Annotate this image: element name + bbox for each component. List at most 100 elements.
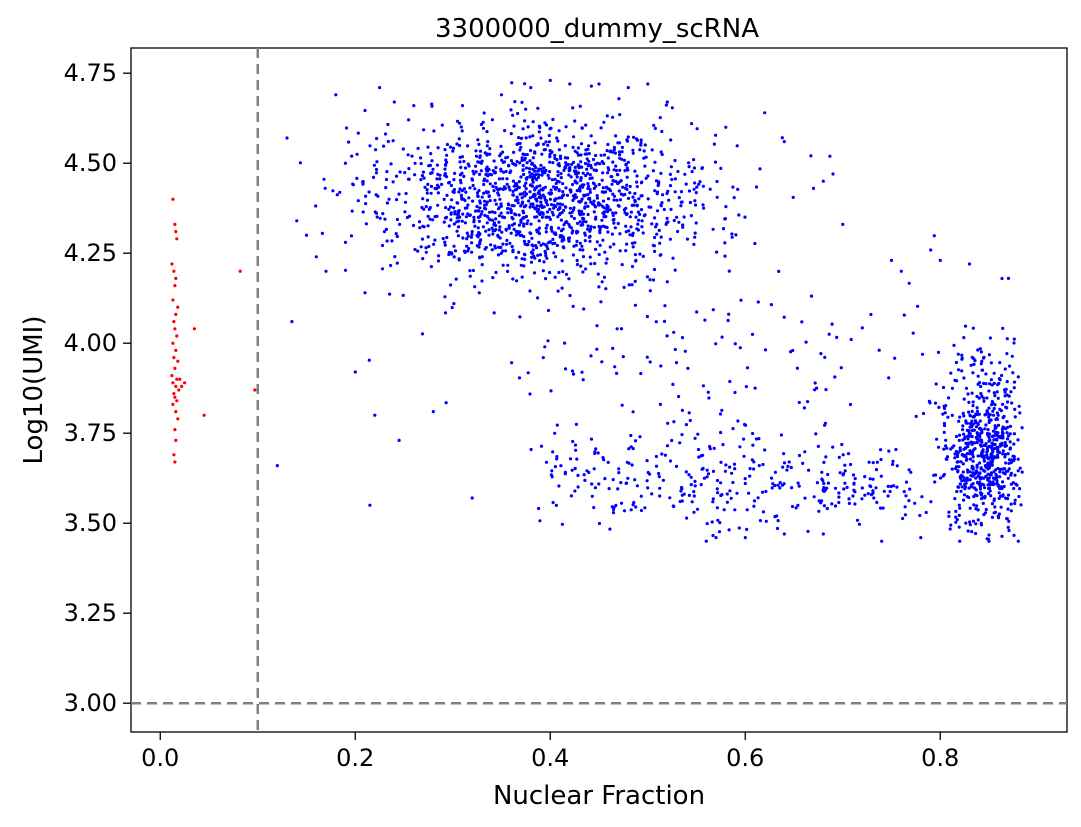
data-point [719,460,723,464]
data-point [536,142,540,146]
data-point [747,491,751,495]
data-point [445,175,449,179]
data-point [596,272,600,276]
data-point [391,139,395,143]
data-point [466,203,470,207]
data-point [541,242,545,246]
data-point [618,249,622,253]
data-point [475,191,480,195]
data-point [686,366,690,370]
data-point [524,192,529,196]
data-point [992,413,996,417]
data-point [963,324,968,328]
data-point [478,149,483,153]
data-point [612,148,616,152]
data-point [985,449,989,453]
data-point [557,129,561,133]
data-point [860,326,864,330]
data-point [407,167,411,171]
data-point [987,420,991,425]
data-point [571,253,576,257]
data-point [815,481,820,485]
data-point [524,214,529,219]
data-point [756,496,760,500]
data-point [603,210,607,214]
data-point [984,423,988,427]
data-point [570,369,575,373]
data-point [526,219,530,223]
data-point [970,391,974,395]
data-point [478,199,482,203]
data-point [566,156,570,160]
data-point [797,400,801,405]
data-point [545,210,550,214]
data-point [517,180,521,184]
data-point [589,437,594,441]
data-point [803,496,807,500]
data-point [963,435,967,439]
data-point [558,154,563,158]
data-point [968,523,972,527]
data-point [391,180,395,184]
data-point [476,160,480,164]
data-point [611,115,615,119]
data-point [488,147,492,151]
data-point [597,82,601,86]
data-point [515,160,519,164]
data-point [973,359,977,363]
data-point [631,245,635,249]
data-point [565,193,570,197]
data-point [456,209,460,213]
data-point [1000,430,1005,434]
data-point [548,207,552,211]
x-tick-label: 0.6 [726,744,764,772]
data-point [173,327,177,331]
data-point [526,371,530,375]
data-point [561,182,565,186]
data-point [538,253,543,257]
data-point [979,523,984,527]
data-point [424,250,428,254]
data-point [623,169,627,173]
data-point [421,257,425,261]
data-point [821,179,825,183]
data-point [462,197,466,201]
data-point [420,174,424,178]
data-point [576,485,580,489]
data-point [782,140,786,144]
data-point [518,315,522,319]
data-point [666,421,670,425]
data-point [454,277,458,281]
data-point [521,168,525,172]
data-point [523,204,527,208]
data-point [724,125,728,129]
data-point [494,228,498,232]
data-point [470,241,474,245]
data-point [1013,407,1017,411]
data-point [672,420,676,424]
data-point [975,494,979,498]
data-point [974,507,978,511]
data-point [663,453,668,457]
data-point [725,492,729,496]
data-point [975,504,979,508]
data-point [509,132,513,136]
data-point [644,155,648,159]
data-point [687,493,692,497]
data-point [692,166,697,170]
data-point [984,474,988,479]
data-point [617,204,621,208]
data-point [375,160,379,164]
data-point [1013,498,1017,502]
data-point [754,437,759,441]
data-point [172,356,176,360]
data-point [705,522,709,526]
data-point [678,499,682,504]
data-point [517,136,521,140]
data-point [497,228,501,232]
data-point [719,481,723,485]
data-point [368,144,372,148]
data-point [966,392,970,396]
data-point [1006,452,1010,456]
data-point [643,213,647,217]
